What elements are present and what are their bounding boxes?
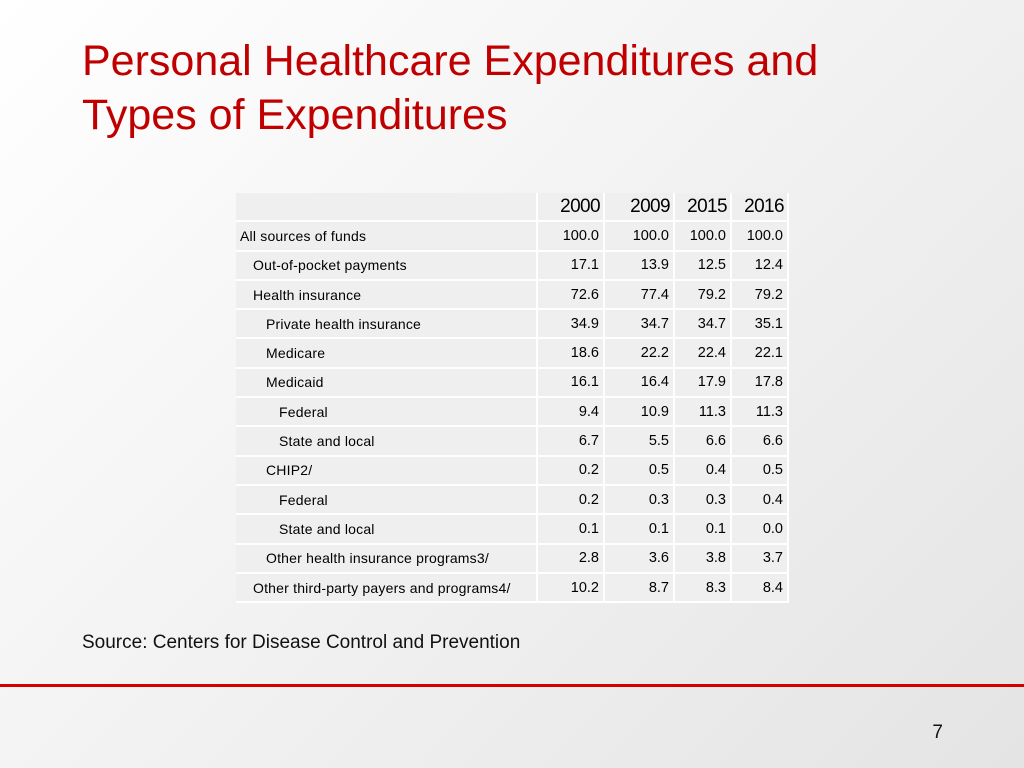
column-header-2009: 2009 xyxy=(605,193,675,223)
table-row: Other health insurance programs3/2.8 3.6 3… xyxy=(236,544,789,574)
table-row: Private health insurance 34.9 34.7 34.7 35.1 xyxy=(236,310,789,340)
table-row: Out-of-pocket payments 17.1 13.9 12.5 12.4 xyxy=(236,251,789,281)
cell-2016: 35.1 xyxy=(732,310,789,340)
cell-2016: 17.8 xyxy=(732,368,789,399)
footer-divider xyxy=(0,684,1024,687)
cell-2015: 0.4 xyxy=(675,456,732,486)
cell-2015: 17.9 xyxy=(675,368,732,399)
table-header-row: 2000 2009 2015 2016 xyxy=(236,193,789,223)
cell-2000: 0.2 xyxy=(538,485,605,516)
column-header-2015: 2015 xyxy=(675,193,732,223)
row-label: Medicare xyxy=(236,339,538,369)
cell-2000: 16.1 xyxy=(538,368,605,399)
cell-2000: 17.1 xyxy=(538,251,605,281)
slide-title: Personal Healthcare Expenditures and Typ… xyxy=(82,37,819,139)
table-row: State and local 6.7 5.5 6.6 6.6 xyxy=(236,427,789,457)
row-label: Federal xyxy=(236,398,538,428)
cell-2009: 10.9 xyxy=(605,398,675,428)
cell-2016: 8.4 xyxy=(732,573,789,604)
cell-2009: 16.4 xyxy=(605,368,675,399)
page-number: 7 xyxy=(932,722,943,743)
table-row: All sources of funds 100.0 100.0 100.0 100.0 xyxy=(236,222,789,252)
cell-2000: 72.6 xyxy=(538,280,605,311)
cell-2000: 6.7 xyxy=(538,427,605,457)
cell-2015: 11.3 xyxy=(675,398,732,428)
table-row: Federal 9.4 10.9 11.3 11.3 xyxy=(236,398,789,428)
cell-2015: 0.3 xyxy=(675,485,732,516)
table-row: Medicaid 16.1 16.4 17.9 17.8 xyxy=(236,368,789,399)
row-label: Medicaid xyxy=(236,368,538,399)
cell-2015: 6.6 xyxy=(675,427,732,457)
row-label: CHIP2/ xyxy=(236,456,538,486)
cell-2015: 100.0 xyxy=(675,222,732,252)
cell-2015: 8.3 xyxy=(675,573,732,604)
cell-2000: 10.2 xyxy=(538,573,605,604)
table-row: Medicare 18.6 22.2 22.4 22.1 xyxy=(236,339,789,369)
cell-2015: 0.1 xyxy=(675,515,732,545)
source-citation: Source: Centers for Disease Control and … xyxy=(82,632,521,653)
cell-2000: 0.1 xyxy=(538,515,605,545)
cell-2016: 3.7 xyxy=(732,544,789,574)
cell-2000: 18.6 xyxy=(538,339,605,369)
cell-2009: 5.5 xyxy=(605,427,675,457)
cell-2009: 34.7 xyxy=(605,310,675,340)
cell-2000: 2.8 xyxy=(538,544,605,574)
cell-2009: 0.1 xyxy=(605,515,675,545)
row-label: All sources of funds xyxy=(236,222,538,252)
row-label: State and local xyxy=(236,515,538,545)
cell-2009: 0.5 xyxy=(605,456,675,486)
row-label: Health insurance xyxy=(236,280,538,311)
expenditures-table: 2000 2009 2015 2016 All sources of funds… xyxy=(236,193,789,604)
row-label: Other health insurance programs3/ xyxy=(236,544,538,574)
cell-2015: 34.7 xyxy=(675,310,732,340)
cell-2009: 3.6 xyxy=(605,544,675,574)
cell-2009: 0.3 xyxy=(605,485,675,516)
table-row: CHIP2/0.2 0.5 0.4 0.5 xyxy=(236,456,789,486)
cell-2016: 0.5 xyxy=(732,456,789,486)
cell-2000: 9.4 xyxy=(538,398,605,428)
column-header-label xyxy=(236,193,538,223)
cell-2009: 22.2 xyxy=(605,339,675,369)
table-row: State and local 0.1 0.1 0.1 0.0 xyxy=(236,515,789,545)
cell-2000: 0.2 xyxy=(538,456,605,486)
cell-2016: 6.6 xyxy=(732,427,789,457)
cell-2015: 79.2 xyxy=(675,280,732,311)
column-header-2016: 2016 xyxy=(732,193,789,223)
cell-2009: 77.4 xyxy=(605,280,675,311)
cell-2015: 12.5 xyxy=(675,251,732,281)
cell-2015: 3.8 xyxy=(675,544,732,574)
table-row: Federal 0.2 0.3 0.3 0.4 xyxy=(236,485,789,516)
row-label: Federal xyxy=(236,485,538,516)
cell-2009: 8.7 xyxy=(605,573,675,604)
table-row: Health insurance 72.6 77.4 79.2 79.2 xyxy=(236,280,789,311)
cell-2000: 34.9 xyxy=(538,310,605,340)
expenditures-table-container: 2000 2009 2015 2016 All sources of funds… xyxy=(236,193,789,604)
cell-2016: 12.4 xyxy=(732,251,789,281)
row-label: State and local xyxy=(236,427,538,457)
cell-2016: 0.4 xyxy=(732,485,789,516)
cell-2000: 100.0 xyxy=(538,222,605,252)
table-row: Other third-party payers and programs4/1… xyxy=(236,573,789,604)
cell-2016: 11.3 xyxy=(732,398,789,428)
cell-2009: 13.9 xyxy=(605,251,675,281)
row-label: Other third-party payers and programs4/ xyxy=(236,573,538,604)
row-label: Private health insurance xyxy=(236,310,538,340)
table-body: All sources of funds 100.0 100.0 100.0 100.0… xyxy=(236,222,789,604)
cell-2016: 0.0 xyxy=(732,515,789,545)
cell-2016: 100.0 xyxy=(732,222,789,252)
cell-2015: 22.4 xyxy=(675,339,732,369)
column-header-2000: 2000 xyxy=(538,193,605,223)
cell-2016: 79.2 xyxy=(732,280,789,311)
cell-2009: 100.0 xyxy=(605,222,675,252)
cell-2016: 22.1 xyxy=(732,339,789,369)
row-label: Out-of-pocket payments xyxy=(236,251,538,281)
